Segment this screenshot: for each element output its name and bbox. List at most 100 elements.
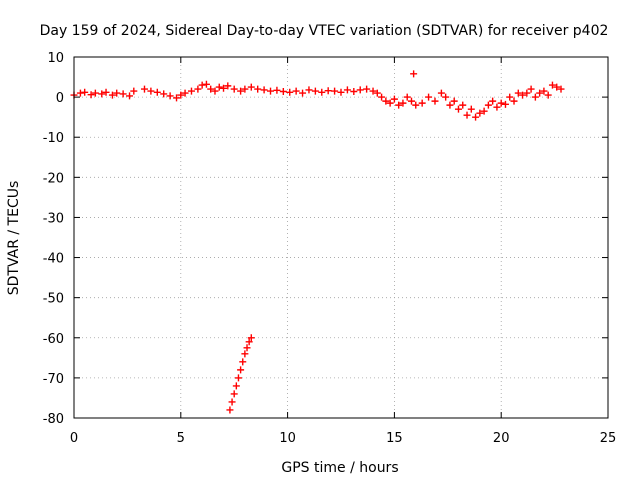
data-point bbox=[410, 70, 418, 78]
data-point bbox=[286, 88, 294, 96]
data-point bbox=[514, 89, 522, 97]
data-point bbox=[467, 105, 475, 113]
data-point bbox=[553, 83, 561, 91]
data-point bbox=[239, 358, 247, 366]
data-point bbox=[540, 87, 548, 95]
data-point bbox=[480, 107, 488, 115]
x-tick-labels: 0 5 10 15 20 25 bbox=[70, 431, 616, 446]
data-point bbox=[237, 87, 245, 95]
data-point bbox=[446, 101, 454, 109]
data-point bbox=[247, 334, 255, 342]
data-point bbox=[211, 87, 219, 95]
data-point bbox=[431, 97, 439, 105]
data-point bbox=[76, 89, 84, 97]
data-point bbox=[506, 93, 514, 101]
data-point bbox=[108, 91, 116, 99]
y-tick-labels: 10 0 -10 -20 -30 -40 -50 -60 -70 -80 bbox=[43, 51, 64, 427]
data-point bbox=[198, 81, 206, 89]
data-point bbox=[215, 83, 223, 91]
x-tick-label: 25 bbox=[600, 431, 617, 446]
y-tick-label: -60 bbox=[43, 332, 64, 347]
x-tick-label: 15 bbox=[386, 431, 403, 446]
x-tick-label: 5 bbox=[177, 431, 185, 446]
x-axis-label: GPS time / hours bbox=[281, 460, 398, 476]
series-2 bbox=[410, 70, 418, 78]
data-point bbox=[501, 100, 509, 108]
data-point bbox=[412, 101, 420, 109]
data-point bbox=[98, 90, 106, 98]
axis-ticks bbox=[73, 56, 609, 419]
data-point bbox=[450, 97, 458, 105]
data-point bbox=[194, 85, 202, 93]
data-point bbox=[102, 88, 110, 96]
data-point bbox=[343, 86, 351, 94]
data-point bbox=[350, 87, 358, 95]
data-point bbox=[324, 87, 332, 95]
data-point bbox=[305, 86, 313, 94]
data-point bbox=[386, 99, 394, 107]
data-point bbox=[557, 85, 565, 93]
data-point bbox=[311, 87, 319, 95]
data-point bbox=[234, 374, 242, 382]
y-tick-label: -10 bbox=[43, 131, 64, 146]
data-point bbox=[126, 92, 134, 100]
data-point bbox=[373, 89, 381, 97]
x-tick-label: 10 bbox=[279, 431, 296, 446]
chart-title: Day 159 of 2024, Sidereal Day-to-day VTE… bbox=[40, 23, 609, 39]
data-point bbox=[407, 97, 415, 105]
data-point bbox=[425, 93, 433, 101]
data-point bbox=[140, 85, 148, 93]
data-point bbox=[299, 89, 307, 97]
x-tick-label: 0 bbox=[70, 431, 78, 446]
data-point bbox=[399, 99, 407, 107]
data-point bbox=[519, 91, 527, 99]
data-point bbox=[382, 97, 390, 105]
data-point bbox=[484, 101, 492, 109]
data-point bbox=[187, 87, 195, 95]
data-point bbox=[418, 99, 426, 107]
grid bbox=[74, 57, 608, 418]
data-point bbox=[260, 86, 268, 94]
data-point bbox=[356, 86, 364, 94]
series-0 bbox=[70, 80, 565, 121]
data-point bbox=[489, 97, 497, 105]
data-point bbox=[247, 83, 255, 91]
data-point bbox=[147, 87, 155, 95]
data-point bbox=[279, 87, 287, 95]
data-point bbox=[463, 111, 471, 119]
data-point bbox=[378, 93, 386, 101]
data-point bbox=[87, 91, 95, 99]
data-points bbox=[70, 70, 565, 414]
y-tick-label: -80 bbox=[43, 412, 64, 427]
data-point bbox=[153, 88, 161, 96]
data-point bbox=[173, 94, 181, 102]
data-point bbox=[497, 99, 505, 107]
y-tick-label: -20 bbox=[43, 171, 64, 186]
y-axis-label: SDTVAR / TECUs bbox=[6, 181, 22, 296]
data-point bbox=[548, 81, 556, 89]
data-point bbox=[292, 87, 300, 95]
plot-frame bbox=[73, 56, 609, 419]
data-point bbox=[160, 90, 168, 98]
x-tick-label: 20 bbox=[493, 431, 510, 446]
data-point bbox=[442, 93, 450, 101]
data-point bbox=[181, 89, 189, 97]
data-point bbox=[527, 85, 535, 93]
data-point bbox=[459, 101, 467, 109]
data-point bbox=[237, 366, 245, 374]
data-point bbox=[230, 85, 238, 93]
data-point bbox=[207, 85, 215, 93]
data-point bbox=[476, 109, 484, 117]
data-point bbox=[166, 92, 174, 100]
data-point bbox=[130, 87, 138, 95]
data-point bbox=[254, 85, 262, 93]
data-point bbox=[228, 398, 236, 406]
data-point bbox=[395, 101, 403, 109]
data-point bbox=[472, 113, 480, 121]
data-point bbox=[523, 89, 531, 97]
data-point bbox=[437, 89, 445, 97]
data-point bbox=[91, 89, 99, 97]
data-point bbox=[273, 86, 281, 94]
data-point bbox=[454, 105, 462, 113]
data-point bbox=[232, 382, 240, 390]
